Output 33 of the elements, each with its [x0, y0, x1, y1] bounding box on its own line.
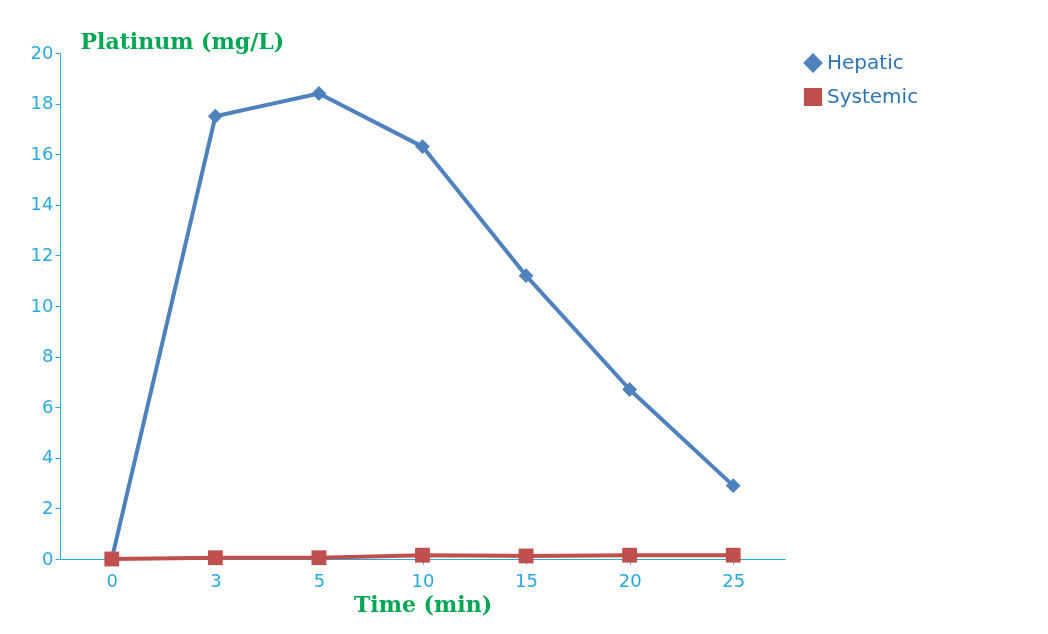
y-tick-label: 2	[42, 496, 54, 518]
x-tick-label: 5	[313, 569, 326, 591]
x-tick-label: 25	[722, 569, 746, 591]
y-tick-label: 0	[42, 547, 54, 569]
y-tick-label: 12	[30, 243, 54, 265]
y-tick-label: 8	[42, 345, 54, 367]
x-tick-label: 15	[515, 569, 539, 591]
point	[725, 478, 741, 494]
y-tick-label: 10	[30, 294, 54, 316]
y-tick-label: 18	[30, 92, 54, 114]
point	[725, 547, 741, 563]
y-tick-label: 6	[42, 395, 54, 417]
legend-label: Hepatic	[827, 50, 904, 74]
x-tick-label: 3	[210, 569, 222, 591]
point	[518, 268, 534, 284]
y-tick-label: 4	[42, 446, 54, 468]
point	[622, 547, 638, 563]
y-tick-label: 14	[30, 193, 54, 215]
x-tick-label: 20	[618, 569, 642, 591]
point	[622, 382, 638, 397]
y-tick-label: 16	[30, 142, 54, 164]
x-axis-title: Time (min)	[353, 590, 493, 617]
point	[311, 86, 327, 101]
point	[415, 547, 430, 563]
x-tick-label: 0	[106, 569, 119, 591]
legend-label: Systemic	[827, 84, 919, 108]
point	[415, 139, 430, 155]
x-tick-label: 10	[411, 569, 435, 591]
point	[207, 550, 223, 566]
y-axis-title: Platinum (mg/L)	[80, 27, 285, 54]
point	[207, 108, 223, 124]
y-tick-label: 20	[30, 41, 54, 63]
point	[311, 550, 327, 566]
